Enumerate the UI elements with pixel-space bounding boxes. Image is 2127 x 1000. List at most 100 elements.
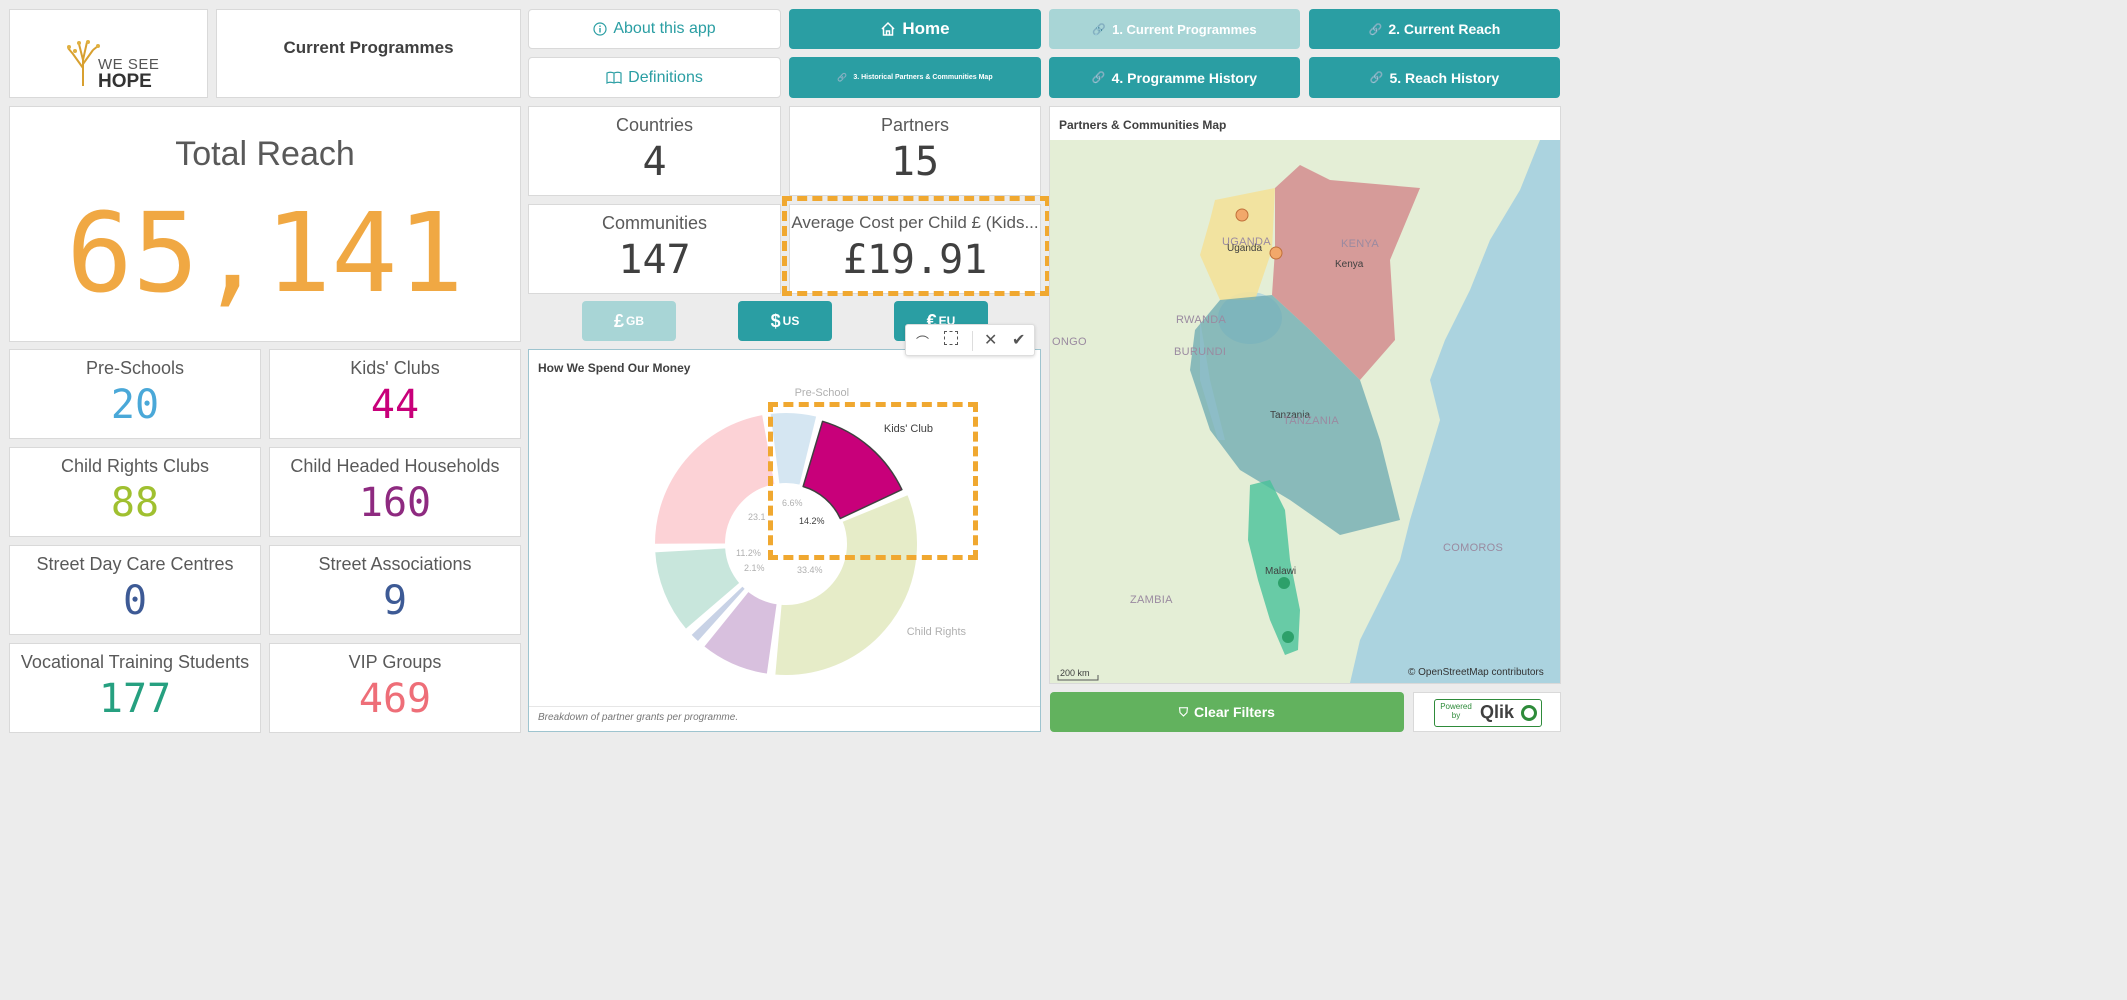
logo-card: WE SEE HOPE (9, 9, 208, 98)
total-reach-value: 65,141 (66, 189, 464, 317)
tanzania-region (1190, 295, 1400, 535)
programme-card[interactable]: Street Associations 9 (269, 545, 521, 635)
range-select-icon[interactable] (944, 331, 958, 345)
donut-category-label: Pre-School (794, 387, 850, 400)
about-button[interactable]: About this app (528, 9, 781, 49)
donut-slice-vocational-training[interactable] (653, 546, 742, 631)
powered-by-label: Powered by (1440, 702, 1472, 720)
map-label-zambia: ZAMBIA (1130, 594, 1173, 606)
programme-label: Child Headed Households (290, 456, 500, 476)
map-label-tanzania: Tanzania (1270, 410, 1311, 421)
donut-slice-vip[interactable] (653, 413, 777, 546)
donut-percent-label: 2.1% (744, 563, 765, 573)
programme-value: 160 (358, 480, 432, 526)
eur-symbol: € (926, 310, 937, 331)
spend-chart-title: How We Spend Our Money (538, 361, 691, 375)
about-label: About this app (613, 20, 716, 37)
current-reach-button[interactable]: 🔗 2. Current Reach (1309, 9, 1560, 49)
qlik-q-icon (1521, 705, 1537, 721)
historical-map-button[interactable]: 🔗 3. Historical Partners & Communities M… (789, 57, 1041, 98)
programme-label: Street Day Care Centres (36, 554, 234, 574)
total-reach-card[interactable]: Total Reach 65,141 (9, 106, 521, 342)
selection-toolbar: ⌒ ✕ ✔ (905, 324, 1035, 356)
info-icon (593, 22, 607, 36)
current-programmes-button[interactable]: 🔗 1. Current Programmes (1049, 9, 1300, 49)
programme-card[interactable]: Vocational Training Students 177 (9, 643, 261, 733)
page-title-card: Current Programmes (216, 9, 521, 98)
qlik-badge (1434, 699, 1542, 727)
close-icon[interactable]: ✕ (984, 332, 998, 349)
definitions-button[interactable]: Definitions (528, 57, 781, 98)
programme-card[interactable]: Pre-Schools 20 (9, 349, 261, 439)
countries-label: Countries (615, 115, 694, 135)
programme-label: Child Rights Clubs (60, 456, 210, 476)
programme-card[interactable]: Street Day Care Centres 0 (9, 545, 261, 635)
spend-chart-footnote: Breakdown of partner grants per programm… (538, 712, 739, 723)
map-label-congo: ONGO (1052, 336, 1087, 348)
programme-label: Street Associations (318, 554, 472, 574)
usd-symbol: $ (770, 310, 781, 331)
map-label-kenya-big: KENYA (1341, 238, 1379, 250)
donut-slice-child-headed-household[interactable] (702, 589, 779, 676)
programme-value: 9 (382, 578, 408, 624)
currency-gbp-button[interactable]: £ GB (582, 301, 676, 341)
spend-donut-chart[interactable] (528, 349, 1041, 709)
map-label-uganda: Uganda (1227, 243, 1263, 254)
programme-label: Pre-Schools (85, 358, 185, 378)
link-icon: 🔗 (1369, 72, 1384, 84)
reach-history-button[interactable]: 🔗 5. Reach History (1309, 57, 1560, 98)
donut-percent-label: 6.6% (782, 498, 803, 508)
partners-label: Partners (880, 115, 950, 135)
filter-clear-icon: ⛉ (1179, 704, 1189, 719)
donut-slice-street-work[interactable] (689, 584, 748, 644)
partners-value: 15 (890, 139, 940, 185)
map-label-comoros: COMOROS (1443, 542, 1504, 554)
donut-slice-pre-school[interactable] (768, 411, 819, 487)
donut-percent-label: 23.1 (748, 512, 766, 522)
book-icon (606, 71, 622, 84)
programme-value: 20 (110, 382, 160, 428)
communities-card[interactable]: Communities 147 (528, 204, 781, 294)
current-programmes-label: 1. Current Programmes (1112, 21, 1257, 37)
programme-card[interactable]: Kids' Clubs 44 (269, 349, 521, 439)
programme-label: VIP Groups (348, 652, 442, 672)
avg-cost-card[interactable]: Average Cost per Child £ (Kids... £19.91 (789, 204, 1041, 294)
programme-value: 177 (98, 676, 172, 722)
powered-by-qlik[interactable]: Powered by Qlik (1413, 692, 1561, 732)
programme-card[interactable]: Child Rights Clubs 88 (9, 447, 261, 537)
programme-card[interactable]: VIP Groups 469 (269, 643, 521, 733)
community-point (1235, 208, 1249, 222)
toolbar-divider (972, 331, 973, 351)
home-button[interactable]: Home (789, 9, 1041, 49)
clear-filters-button[interactable]: ⛉ Clear Filters (1050, 692, 1404, 732)
community-point (1269, 246, 1283, 260)
check-icon[interactable]: ✔ (1012, 332, 1026, 349)
donut-slice-child-rights[interactable] (773, 492, 919, 677)
map-label-kenya: Kenya (1335, 259, 1364, 270)
programme-card[interactable]: Child Headed Households 160 (269, 447, 521, 537)
community-point (1278, 577, 1290, 589)
link-icon: 🔗 (837, 73, 848, 82)
tree-logo-icon (67, 40, 100, 86)
qlik-logo-text: Qlik (1480, 702, 1515, 722)
map-canvas[interactable] (1050, 140, 1560, 683)
currency-usd-button[interactable]: $ US (738, 301, 832, 341)
gbp-sub: GB (626, 314, 644, 328)
donut-slice-kids-club[interactable] (802, 420, 903, 520)
map-label-tanzania-big: TANZANIA (1283, 415, 1339, 427)
countries-card[interactable]: Countries 4 (528, 106, 781, 196)
map-attribution[interactable]: © OpenStreetMap contributors (1408, 667, 1544, 678)
chart-divider (529, 706, 1040, 707)
kids-club-highlight (768, 402, 978, 560)
community-point (1282, 631, 1294, 643)
programme-value: 88 (110, 480, 160, 526)
donut-category-label: Kids' Club (883, 423, 934, 436)
partners-card[interactable]: Partners 15 (789, 106, 1041, 196)
current-reach-label: 2. Current Reach (1388, 21, 1501, 37)
donut-percent-label: 11.2% (736, 548, 761, 558)
map-title: Partners & Communities Map (1059, 118, 1227, 132)
communities-value: 147 (618, 237, 691, 283)
total-reach-label: Total Reach (175, 135, 355, 173)
programme-history-button[interactable]: 🔗 4. Programme History (1049, 57, 1300, 98)
lasso-icon[interactable]: ⌒ (916, 335, 930, 350)
